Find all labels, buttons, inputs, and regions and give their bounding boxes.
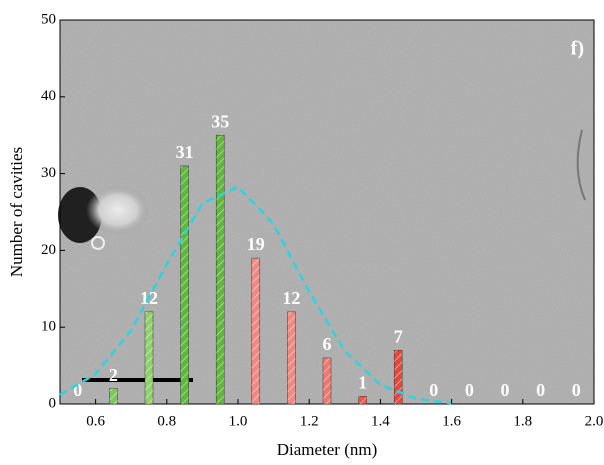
y-tick-label: 10 <box>41 319 56 335</box>
x-tick-label: 0.8 <box>157 413 176 429</box>
y-axis-title: Number of cavities <box>7 147 26 277</box>
y-tick-label: 0 <box>49 395 57 411</box>
x-tick-label: 0.6 <box>86 413 105 429</box>
bar-hatch <box>358 396 367 404</box>
bar-hatch <box>145 311 153 404</box>
x-tick-label: 1.0 <box>229 413 248 429</box>
data-label: 0 <box>429 380 438 400</box>
bar-hatch <box>394 350 403 404</box>
data-label: 31 <box>176 142 194 162</box>
x-tick-label: 1.6 <box>442 413 461 429</box>
data-label: 1 <box>358 372 367 392</box>
bar-hatch <box>287 311 296 404</box>
data-label: 35 <box>211 111 229 131</box>
bar-hatch <box>216 135 225 404</box>
fit-curve <box>59 185 452 405</box>
x-tick-label: 1.4 <box>371 413 390 429</box>
bar-hatch <box>109 388 118 404</box>
x-tick-label: 1.8 <box>513 413 532 429</box>
data-label: 12 <box>282 288 300 308</box>
data-label: 0 <box>465 380 474 400</box>
bar-hatch <box>251 258 260 404</box>
bar-hatch <box>180 165 189 404</box>
x-axis-title: Diameter (nm) <box>277 440 378 459</box>
data-label: 0 <box>501 380 510 400</box>
data-label: 7 <box>394 326 403 346</box>
data-label: 0 <box>572 380 581 400</box>
data-label: 2 <box>109 365 118 385</box>
data-label: 0 <box>73 380 82 400</box>
y-tick-label: 40 <box>41 88 56 104</box>
data-label: 19 <box>247 234 265 254</box>
bar-hatch <box>323 357 331 404</box>
panel-label: f) <box>571 38 584 60</box>
y-tick-label: 50 <box>41 11 56 27</box>
y-tick-label: 30 <box>41 165 56 181</box>
x-tick-label: 2.0 <box>585 413 604 429</box>
data-label: 0 <box>536 380 545 400</box>
y-tick-label: 20 <box>41 242 56 258</box>
data-label: 6 <box>323 334 332 354</box>
x-tick-label: 1.2 <box>300 413 319 429</box>
